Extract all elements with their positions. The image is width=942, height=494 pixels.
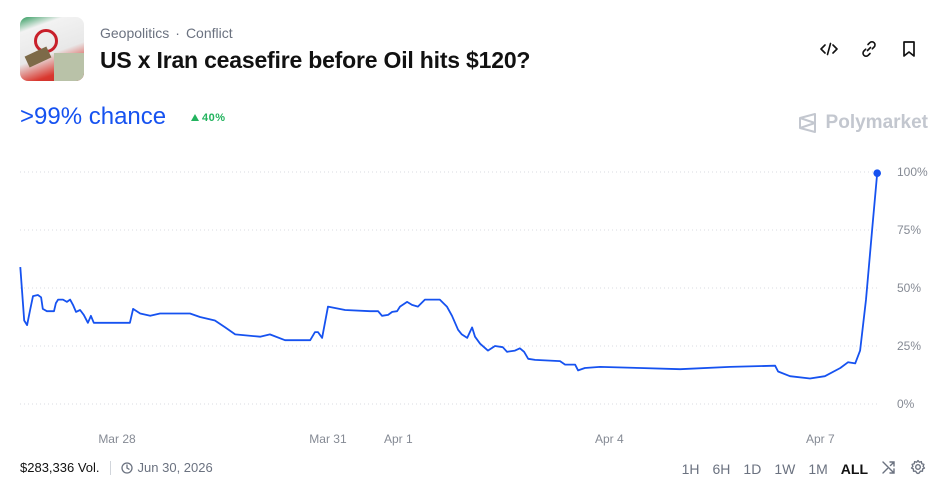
change-badge: 40% (191, 112, 226, 124)
y-tick-label: 100% (897, 165, 928, 179)
embed-code-icon[interactable] (820, 38, 838, 60)
x-tick-label: Mar 28 (98, 432, 136, 446)
bookmark-icon[interactable] (900, 38, 918, 60)
polymarket-icon (798, 113, 816, 133)
category-link[interactable]: Conflict (185, 25, 233, 41)
market-thumbnail (20, 17, 84, 81)
chance-value: >99% chance (20, 103, 167, 130)
separator: · (175, 25, 180, 41)
range-1h[interactable]: 1H (681, 460, 700, 477)
x-tick-label: Apr 4 (595, 432, 624, 446)
y-tick-label: 0% (897, 397, 915, 411)
shuffle-icon[interactable] (881, 459, 897, 478)
dollar-bill (54, 53, 84, 81)
breadcrumb: Geopolitics · Conflict (100, 25, 233, 41)
price-line (19, 173, 879, 380)
brand-name: Polymarket (825, 112, 928, 133)
volume: $283,336 Vol. (20, 460, 100, 475)
divider (109, 460, 111, 475)
link-icon[interactable] (860, 38, 878, 60)
end-date: Jun 30, 2026 (120, 460, 213, 475)
polymarket-logo: Polymarket (797, 112, 928, 134)
clock-icon (120, 461, 133, 474)
market-title: US x Iran ceasefire before Oil hits $120… (100, 47, 531, 73)
change-value: 40% (202, 112, 226, 124)
oil-barrel (24, 46, 52, 68)
range-1d[interactable]: 1D (743, 460, 762, 477)
up-triangle-icon (191, 114, 199, 121)
price-chart[interactable]: 100% 75% 50% 25% 0% Mar 28 Mar 31 Apr 1 Apr 4 Ap… (0, 150, 942, 450)
y-tick-label: 50% (897, 281, 921, 295)
range-1w[interactable]: 1W (774, 460, 796, 477)
current-price-dot (873, 169, 881, 177)
y-tick-label: 25% (897, 339, 921, 353)
end-date-text: Jun 30, 2026 (137, 460, 213, 475)
x-tick-label: Mar 31 (309, 432, 347, 446)
time-range-selector: 1H 6H 1D 1W 1M ALL (682, 459, 926, 478)
settings-gear-icon[interactable] (910, 459, 926, 478)
header-actions (820, 38, 918, 60)
x-tick-label: Apr 7 (806, 432, 835, 446)
x-tick-label: Apr 1 (384, 432, 413, 446)
category-link[interactable]: Geopolitics (100, 25, 170, 41)
range-1m[interactable]: 1M (808, 460, 828, 477)
range-6h[interactable]: 6H (712, 460, 731, 477)
y-tick-label: 75% (897, 223, 921, 237)
market-footer: $283,336 Vol. Jun 30, 2026 (20, 460, 213, 475)
range-all[interactable]: ALL (840, 460, 868, 477)
